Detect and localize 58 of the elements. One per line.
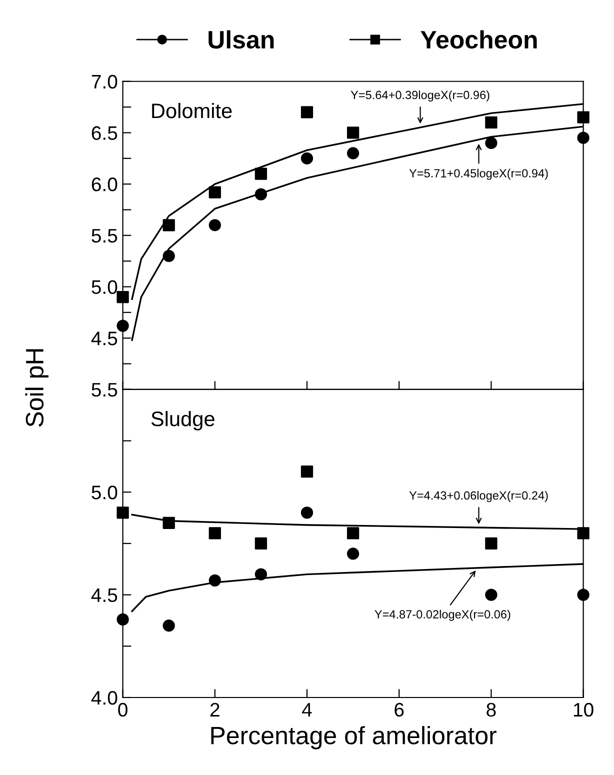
point <box>485 588 498 601</box>
x-tick-label: 10 <box>574 702 594 717</box>
point <box>116 290 129 304</box>
annotation: Y=5.71+0.45logeX(r=0.94) <box>409 168 548 180</box>
point <box>346 126 360 139</box>
point <box>116 613 129 626</box>
point <box>208 186 221 198</box>
point <box>254 568 268 580</box>
annotation: Y=4.43+0.06logeX(r=0.24) <box>409 490 548 502</box>
y-tick-label: 5.5 <box>92 383 118 397</box>
point <box>485 537 498 550</box>
point <box>116 320 129 332</box>
x-tick-label: 0 <box>118 702 128 717</box>
point <box>300 106 314 118</box>
annotation: Y=4.87-0.02logeX(r=0.06) <box>374 610 510 621</box>
point <box>300 152 314 164</box>
annotation: Y=5.64+0.39logeX(r=0.96) <box>350 90 490 102</box>
point <box>162 620 175 632</box>
text: Sludge <box>151 411 214 430</box>
point <box>577 132 590 144</box>
y-tick-label: 6.5 <box>92 126 118 140</box>
x-tick-label: 8 <box>486 702 496 717</box>
point <box>162 219 175 232</box>
y-tick-label: 5.0 <box>92 280 118 294</box>
y-tick-label: 7.0 <box>92 74 118 89</box>
y-tick-label: 6.0 <box>92 178 118 192</box>
y-tick-label: 5.0 <box>92 486 118 500</box>
y-axis-title: Soil pH <box>25 349 48 427</box>
x-tick-label: 4 <box>302 703 312 716</box>
point <box>116 506 129 519</box>
point <box>162 516 175 530</box>
point <box>485 136 498 150</box>
y-tick-label: 5.5 <box>92 229 118 243</box>
y-tick-label: 4.0 <box>91 690 118 705</box>
point <box>162 250 175 262</box>
point <box>208 219 221 232</box>
point <box>300 466 314 478</box>
point <box>254 188 268 200</box>
x-tick-label: 6 <box>394 702 404 717</box>
x-tick-label: 2 <box>210 702 220 716</box>
point <box>577 111 590 124</box>
point <box>577 588 590 601</box>
point <box>485 116 498 129</box>
point <box>577 527 590 540</box>
point <box>208 574 221 587</box>
y-tick-label: 4.5 <box>91 588 118 602</box>
legend-label: Ulsan <box>208 30 274 49</box>
text: Dolomite <box>152 102 232 118</box>
legend-label: Yeocheon <box>420 30 537 49</box>
point <box>254 537 268 550</box>
x-axis-title: Percentage of ameliorator <box>211 726 496 750</box>
point <box>346 527 360 540</box>
point <box>254 168 268 180</box>
point <box>300 506 314 519</box>
point <box>346 548 360 560</box>
point <box>208 527 221 540</box>
point <box>346 147 360 160</box>
y-tick-label: 4.5 <box>91 332 118 346</box>
